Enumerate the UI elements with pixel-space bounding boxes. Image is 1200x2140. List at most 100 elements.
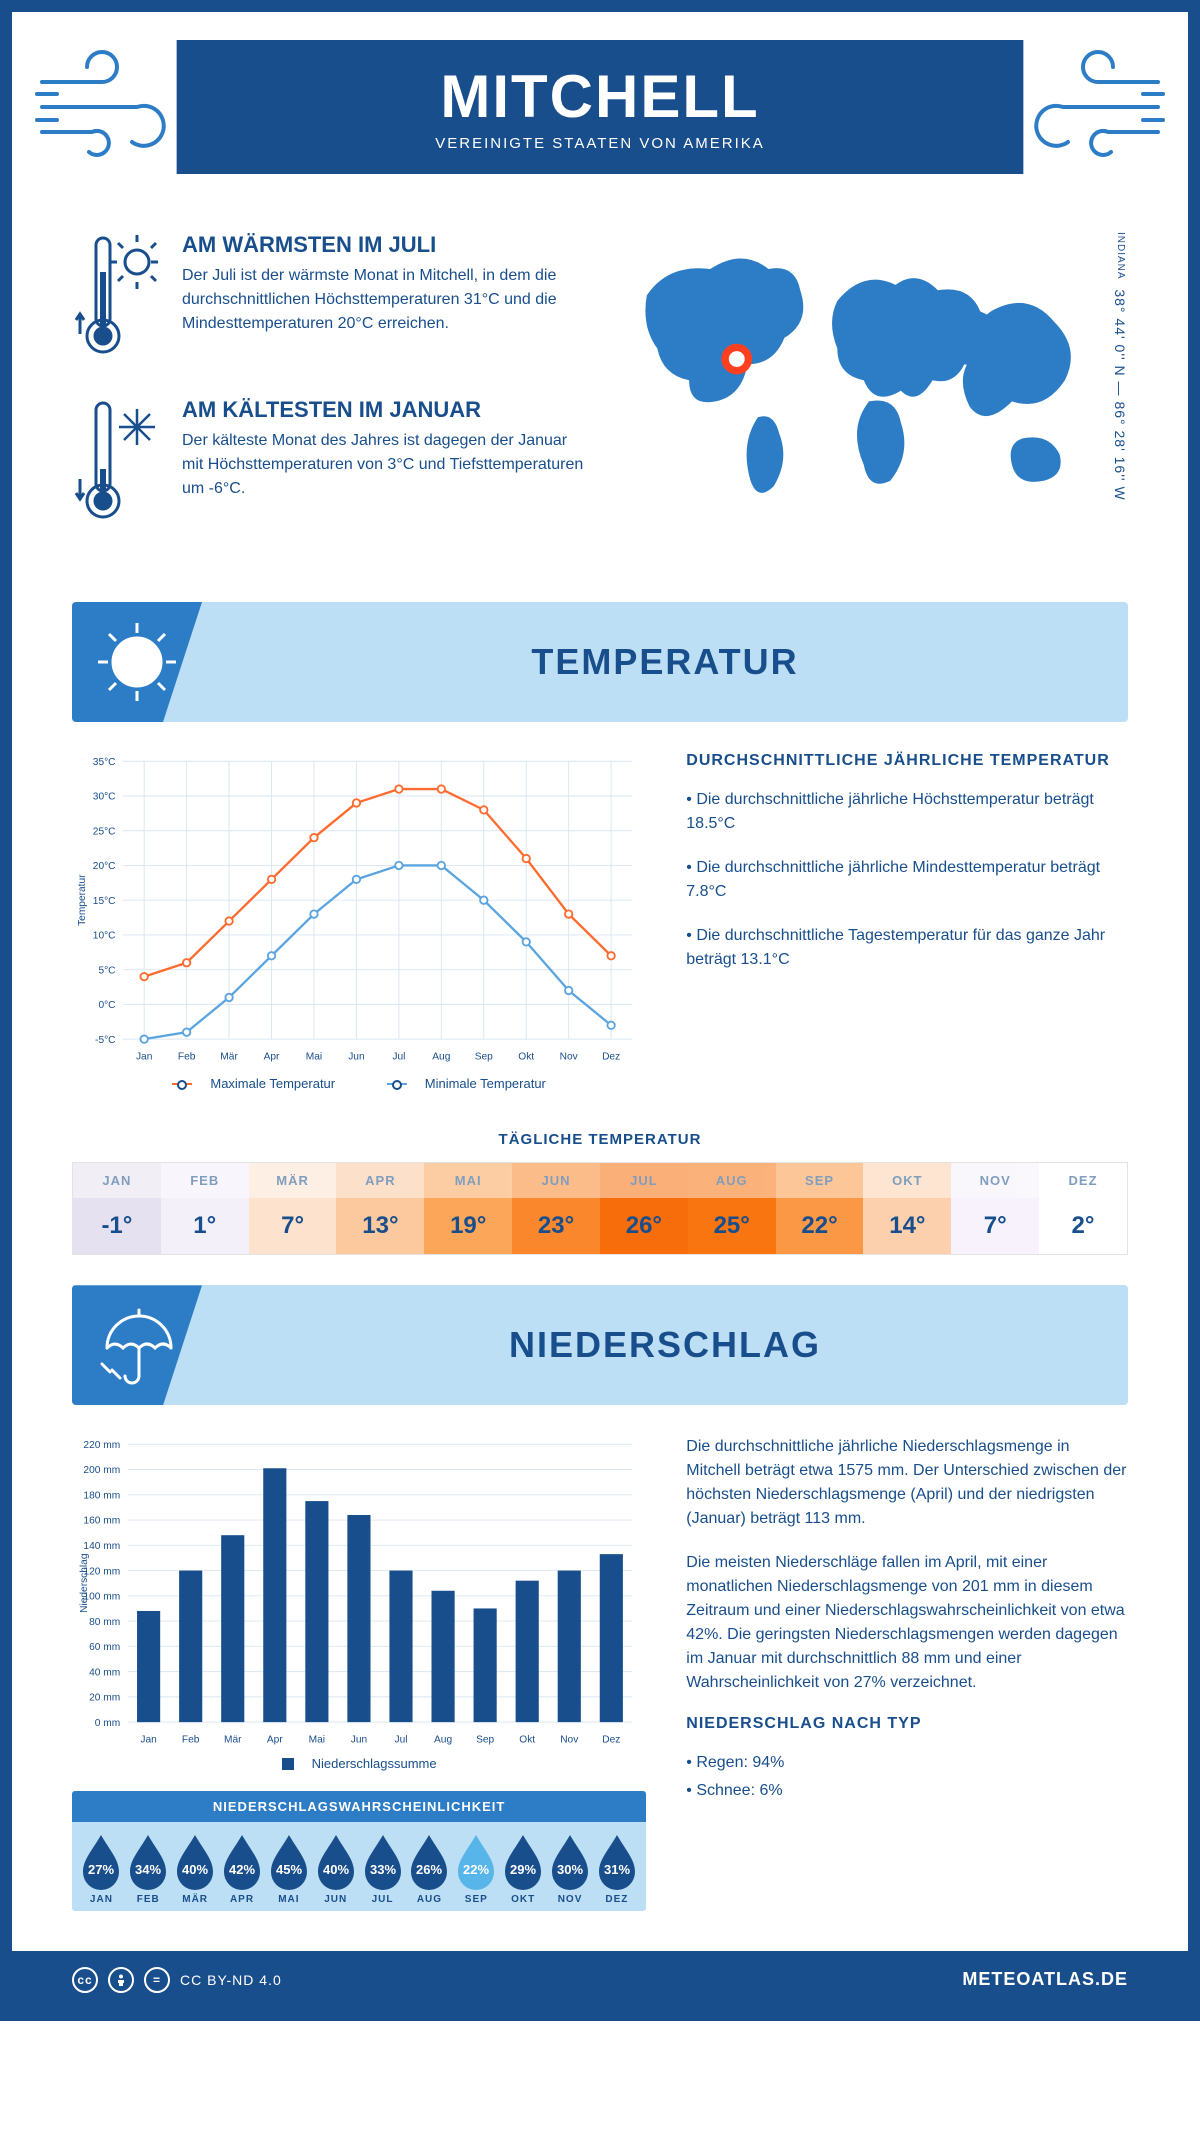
daily-temp-cell: JAN -1° [73, 1163, 161, 1254]
precip-prob-drop: 30% NOV [547, 1832, 594, 1905]
cc-icon: cc [72, 1967, 98, 1993]
daily-temp-cell: JUN 23° [512, 1163, 600, 1254]
svg-text:40%: 40% [182, 1862, 208, 1877]
temperature-summary: DURCHSCHNITTLICHE JÄHRLICHE TEMPERATUR •… [686, 752, 1128, 1091]
svg-text:25°C: 25°C [93, 826, 116, 837]
precipitation-banner: NIEDERSCHLAG [72, 1285, 1128, 1405]
svg-text:Sep: Sep [476, 1735, 494, 1746]
wind-icon [32, 42, 182, 172]
precip-prob-drop: 22% SEP [453, 1832, 500, 1905]
svg-text:Temperatur: Temperatur [77, 874, 88, 926]
precip-prob-drop: 27% JAN [78, 1832, 125, 1905]
svg-text:Mär: Mär [224, 1735, 242, 1746]
temp-bullet: • Die durchschnittliche jährliche Höchst… [686, 788, 1128, 836]
svg-text:Jun: Jun [351, 1735, 367, 1746]
svg-text:Nov: Nov [560, 1051, 579, 1062]
intro-section: AM WÄRMSTEN IM JULI Der Juli ist der wär… [12, 202, 1188, 592]
svg-text:0 mm: 0 mm [95, 1718, 120, 1729]
precip-type-bullet: • Regen: 94% [686, 1751, 1128, 1775]
precip-type-heading: NIEDERSCHLAG NACH TYP [686, 1715, 1128, 1733]
temperature-banner: TEMPERATUR [72, 602, 1128, 722]
license-text: CC BY-ND 4.0 [180, 1972, 282, 1988]
precip-prob-drop: 42% APR [219, 1832, 266, 1905]
svg-text:80 mm: 80 mm [89, 1617, 120, 1628]
daily-temp-cell: AUG 25° [688, 1163, 776, 1254]
svg-text:Mär: Mär [220, 1051, 238, 1062]
daily-temp-cell: NOV 7° [951, 1163, 1039, 1254]
precipitation-probability-box: NIEDERSCHLAGSWAHRSCHEINLICHKEIT 27% JAN … [72, 1791, 646, 1911]
daily-temp-cell: MÄR 7° [249, 1163, 337, 1254]
svg-text:Aug: Aug [434, 1735, 452, 1746]
svg-text:Apr: Apr [264, 1051, 280, 1062]
nd-icon: = [144, 1967, 170, 1993]
daily-temp-cell: FEB 1° [161, 1163, 249, 1254]
precip-prob-drop: 31% DEZ [593, 1832, 640, 1905]
precip-prob-drop: 26% AUG [406, 1832, 453, 1905]
svg-text:Okt: Okt [519, 1735, 535, 1746]
precip-text-2: Die meisten Niederschläge fallen im Apri… [686, 1551, 1128, 1695]
warmest-title: AM WÄRMSTEN IM JULI [182, 232, 585, 258]
svg-text:160 mm: 160 mm [83, 1516, 120, 1527]
temperature-legend: Maximale Temperatur Minimale Temperatur [72, 1073, 646, 1092]
warmest-text: Der Juli ist der wärmste Monat in Mitche… [182, 264, 585, 336]
temperature-row: -5°C0°C5°C10°C15°C20°C25°C30°C35°CJanFeb… [12, 752, 1188, 1111]
thermometer-hot-icon [72, 232, 162, 367]
precip-prob-drop: 34% FEB [125, 1832, 172, 1905]
daily-temp-cell: SEP 22° [776, 1163, 864, 1254]
svg-text:33%: 33% [370, 1862, 396, 1877]
precipitation-heading: NIEDERSCHLAG [202, 1324, 1128, 1366]
daily-temp-cell: OKT 14° [863, 1163, 951, 1254]
svg-text:140 mm: 140 mm [83, 1541, 120, 1552]
svg-text:Jan: Jan [136, 1051, 152, 1062]
temp-bullet: • Die durchschnittliche jährliche Mindes… [686, 856, 1128, 904]
svg-text:Mai: Mai [309, 1735, 325, 1746]
site-name: METEOATLAS.DE [962, 1969, 1128, 1990]
thermometer-cold-icon [72, 397, 162, 532]
svg-text:40 mm: 40 mm [89, 1668, 120, 1679]
daily-temp-cell: APR 13° [336, 1163, 424, 1254]
world-map [615, 232, 1102, 512]
annual-temp-heading: DURCHSCHNITTLICHE JÄHRLICHE TEMPERATUR [686, 752, 1128, 770]
footer: cc = CC BY-ND 4.0 METEOATLAS.DE [12, 1951, 1188, 2009]
infographic-page: MITCHELL VEREINIGTE STAATEN VON AMERIKA [0, 0, 1200, 2021]
svg-text:Nov: Nov [560, 1735, 579, 1746]
svg-text:Sep: Sep [475, 1051, 493, 1062]
svg-text:Mai: Mai [306, 1051, 322, 1062]
precipitation-bar-chart: 0 mm20 mm40 mm60 mm80 mm100 mm120 mm140 … [72, 1435, 646, 1750]
city-title: MITCHELL [435, 62, 765, 131]
coldest-text: Der kälteste Monat des Jahres ist dagege… [182, 429, 585, 501]
svg-text:Jan: Jan [140, 1735, 156, 1746]
svg-text:30°C: 30°C [93, 792, 116, 803]
svg-text:Aug: Aug [432, 1051, 450, 1062]
svg-text:10°C: 10°C [93, 931, 116, 942]
probability-heading: NIEDERSCHLAGSWAHRSCHEINLICHKEIT [72, 1791, 646, 1822]
daily-temp-cell: JUL 26° [600, 1163, 688, 1254]
precip-text-1: Die durchschnittliche jährliche Niedersc… [686, 1435, 1128, 1531]
temperature-heading: TEMPERATUR [202, 641, 1128, 683]
coldest-block: AM KÄLTESTEN IM JANUAR Der kälteste Mona… [72, 397, 585, 532]
precipitation-row: 0 mm20 mm40 mm60 mm80 mm100 mm120 mm140 … [12, 1435, 1188, 1930]
svg-text:5°C: 5°C [98, 965, 115, 976]
svg-text:Jul: Jul [392, 1051, 405, 1062]
svg-text:Okt: Okt [518, 1051, 534, 1062]
svg-text:Dez: Dez [602, 1735, 620, 1746]
svg-text:Feb: Feb [182, 1735, 200, 1746]
warmest-block: AM WÄRMSTEN IM JULI Der Juli ist der wär… [72, 232, 585, 367]
svg-text:Jun: Jun [348, 1051, 364, 1062]
precip-type-bullet: • Schnee: 6% [686, 1779, 1128, 1803]
svg-text:200 mm: 200 mm [83, 1466, 120, 1477]
svg-text:Feb: Feb [178, 1051, 196, 1062]
svg-text:Niederschlag: Niederschlag [79, 1554, 90, 1613]
svg-text:30%: 30% [557, 1862, 583, 1877]
svg-text:180 mm: 180 mm [83, 1491, 120, 1502]
umbrella-icon [72, 1285, 202, 1405]
by-icon [108, 1967, 134, 1993]
wind-icon [1018, 42, 1168, 172]
precipitation-legend: Niederschlagssumme [72, 1756, 646, 1773]
svg-text:Dez: Dez [602, 1051, 620, 1062]
precip-prob-drop: 33% JUL [359, 1832, 406, 1905]
sun-icon [72, 602, 202, 722]
svg-text:40%: 40% [323, 1862, 349, 1877]
svg-text:29%: 29% [510, 1862, 536, 1877]
svg-text:Apr: Apr [267, 1735, 283, 1746]
